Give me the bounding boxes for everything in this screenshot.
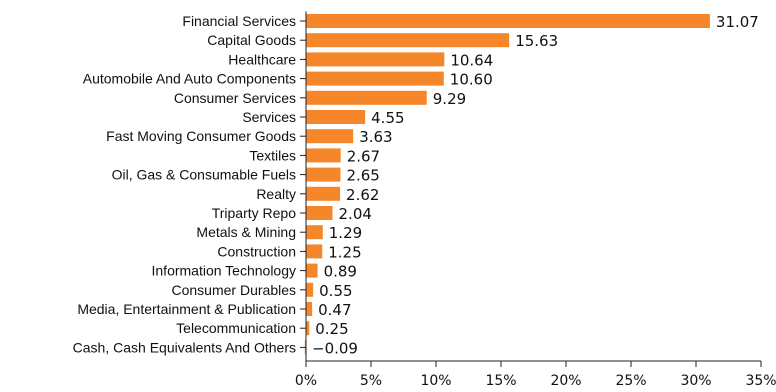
category-label: Media, Entertainment & Publication — [77, 301, 296, 317]
category-label: Oil, Gas & Consumable Fuels — [112, 167, 296, 183]
category-label: Metals & Mining — [196, 224, 296, 240]
bar — [306, 52, 445, 67]
bar — [306, 186, 341, 201]
category-label: Consumer Services — [174, 90, 296, 106]
data-label: 3.63 — [359, 128, 392, 146]
bar — [306, 244, 323, 259]
value-labels-group: 31.07 15.63 10.64 10.609.29 4.553.632.67 2.65… — [312, 13, 759, 357]
bar — [306, 33, 510, 48]
bar — [306, 71, 444, 86]
data-label: 0.89 — [324, 263, 357, 281]
x-tick-label: 20% — [550, 373, 581, 389]
category-label: Realty — [256, 186, 296, 202]
category-label: Automobile And Auto Components — [83, 71, 296, 87]
x-tick-label: 35% — [745, 373, 776, 389]
category-label: Construction — [217, 243, 296, 259]
category-label: Services — [242, 109, 296, 125]
data-label: 1.25 — [328, 243, 361, 261]
bar — [306, 206, 333, 220]
bars-group — [304, 14, 710, 355]
x-tick-label: 0% — [295, 373, 317, 389]
data-label: 10.60 — [450, 71, 493, 89]
data-label: 31.07 — [716, 13, 759, 31]
category-label: Healthcare — [228, 51, 296, 67]
data-label: 9.29 — [433, 90, 466, 108]
data-label: −0.09 — [312, 339, 358, 357]
data-label: 10.64 — [450, 51, 493, 69]
data-label: 0.25 — [315, 320, 348, 338]
data-label: 1.29 — [329, 224, 362, 242]
axes-group: 0% 5% 10% 15% 20% 25% 30% 35% — [295, 11, 776, 389]
data-label: 4.55 — [371, 109, 404, 127]
bar — [306, 321, 310, 336]
x-tick-label: 5% — [360, 373, 382, 389]
bar — [306, 14, 710, 28]
data-label: 15.63 — [515, 32, 558, 50]
data-label: 2.62 — [346, 186, 379, 204]
x-tick-label: 15% — [485, 373, 516, 389]
category-label: Triparty Repo — [212, 205, 297, 221]
category-label: Telecommunication — [176, 320, 296, 336]
bar — [306, 282, 314, 297]
category-label: Information Technology — [152, 263, 297, 279]
bar — [306, 225, 323, 240]
x-tick-label: 25% — [615, 373, 646, 389]
bar — [306, 302, 313, 316]
data-label: 0.47 — [318, 301, 351, 319]
x-tick-label: 30% — [680, 373, 711, 389]
data-label: 2.65 — [346, 167, 379, 185]
category-labels-group: Financial Services Capital Goods Healthcar… — [73, 13, 297, 355]
x-tick-label: 10% — [420, 373, 451, 389]
bar — [306, 148, 341, 163]
data-label: 0.55 — [319, 282, 352, 300]
category-label: Fast Moving Consumer Goods — [106, 128, 296, 144]
bar — [306, 90, 427, 105]
data-label: 2.04 — [339, 205, 372, 223]
category-label: Textiles — [249, 147, 296, 163]
category-label: Capital Goods — [207, 32, 296, 48]
bar — [306, 167, 341, 182]
bar — [306, 129, 354, 144]
bar — [306, 263, 318, 278]
category-label: Consumer Durables — [172, 282, 297, 298]
category-label: Financial Services — [182, 13, 296, 29]
data-label: 2.67 — [347, 147, 380, 165]
category-label: Cash, Cash Equivalents And Others — [73, 339, 296, 355]
bar — [306, 110, 366, 124]
